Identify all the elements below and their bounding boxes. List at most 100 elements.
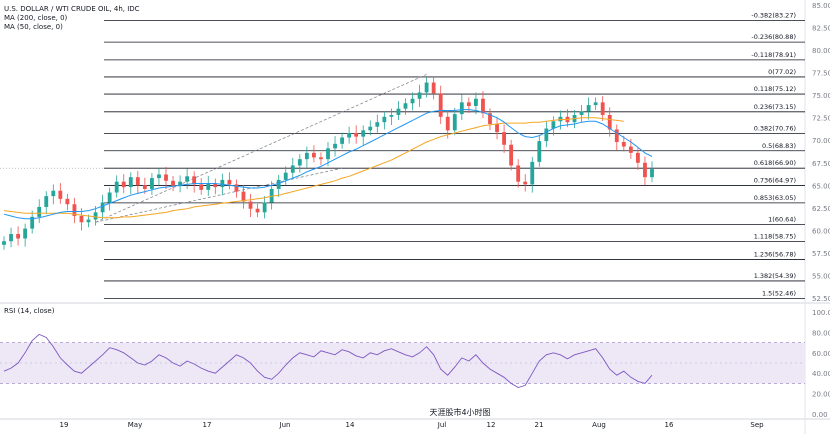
fib-level-label: 0(77.02): [768, 68, 796, 76]
candle-body: [276, 179, 281, 189]
candle-body: [410, 98, 415, 104]
price-tick-label: 70.00: [812, 137, 830, 145]
fib-level-label: -0.118(78.91): [751, 51, 796, 59]
candle-body: [424, 82, 429, 93]
candle-body: [255, 208, 260, 213]
candle-body: [431, 82, 436, 94]
candle-body: [93, 212, 98, 220]
candle-body: [403, 103, 408, 109]
candle-body: [452, 114, 457, 131]
fib-level-label: 0.236(73.15): [754, 103, 796, 111]
fib-level-label: 1.5(52.46): [762, 289, 796, 297]
fib-level-label: 0.853(63.05): [754, 194, 796, 202]
price-tick-label: 65.00: [812, 182, 830, 190]
price-tick-label: 62.50: [812, 205, 830, 213]
candle-body: [248, 201, 253, 209]
rsi-tick-label: 0.00: [812, 411, 828, 419]
candle-body: [311, 152, 316, 158]
candle-body: [185, 176, 190, 182]
time-tick-label: May: [128, 421, 142, 429]
candle-body: [579, 111, 584, 115]
candle-body: [44, 196, 49, 207]
candle-body: [262, 202, 267, 213]
candle-body: [530, 161, 535, 185]
candle-body: [16, 233, 21, 239]
candle-body: [157, 174, 161, 179]
time-tick-label: 12: [487, 421, 496, 429]
time-tick-label: Sep: [750, 421, 764, 429]
time-tick-label: 19: [60, 421, 69, 429]
price-tick-label: 85.00: [812, 2, 830, 10]
candle-body: [192, 176, 197, 185]
candle-body: [614, 129, 619, 143]
candle-body: [9, 233, 13, 242]
candle-body: [326, 148, 330, 160]
rsi-tick-label: 60.00: [812, 350, 830, 358]
chart-watermark: 天涯股市4小时图: [429, 407, 490, 417]
rsi-tick-label: 40.00: [812, 370, 830, 378]
candle-body: [347, 133, 352, 138]
candle-body: [516, 165, 521, 182]
candle-body: [171, 180, 175, 187]
fib-level-label: 0.5(68.83): [762, 142, 796, 150]
fib-level-label: 1.382(54.39): [754, 272, 796, 280]
trend-channel-upper: [95, 74, 427, 223]
chart-legend: U.S. DOLLAR / WTI CRUDE OIL, 4h, IDC MA …: [4, 5, 140, 32]
candle-body: [86, 219, 91, 223]
candle-body: [220, 179, 225, 188]
time-tick-label: Jul: [437, 421, 447, 429]
candle-body: [523, 181, 528, 185]
price-tick-label: 80.00: [812, 47, 830, 55]
candle-body: [142, 185, 147, 189]
price-tick-label: 52.50: [812, 295, 830, 303]
price-tick-label: 57.50: [812, 250, 830, 258]
rsi-legend: RSI (14, close): [4, 307, 54, 316]
candle-body: [135, 177, 140, 186]
fib-level-label: 1.236(56.78): [754, 250, 796, 258]
price-tick-label: 55.00: [812, 272, 830, 280]
candle-body: [459, 102, 464, 115]
candle-body: [382, 116, 387, 123]
candle-body: [628, 146, 633, 153]
candle-body: [593, 102, 598, 106]
candle-body: [283, 172, 288, 180]
price-tick-label: 67.50: [812, 160, 830, 168]
candle-body: [65, 198, 70, 205]
price-tick-label: 82.50: [812, 25, 830, 33]
time-tick-label: Jun: [279, 421, 291, 429]
ma50-line: [3, 109, 653, 220]
rsi-tick-label: 80.00: [812, 329, 830, 337]
candle-body: [495, 124, 499, 133]
symbol-title: U.S. DOLLAR / WTI CRUDE OIL, 4h, IDC: [4, 5, 140, 13]
candle-body: [551, 121, 556, 129]
candle-body: [23, 228, 28, 239]
candle-body: [354, 133, 359, 137]
candle-body: [396, 108, 401, 115]
candle-body: [319, 157, 323, 160]
fib-level-label: 1.118(58.75): [754, 233, 796, 241]
candle-body: [2, 241, 6, 245]
candle-body: [466, 102, 471, 106]
candle-body: [121, 181, 126, 188]
candle-body: [600, 102, 605, 115]
candle-body: [37, 206, 42, 217]
candle-body: [509, 144, 514, 166]
candle-body: [213, 183, 218, 188]
ma200-legend: MA (200, close, 0): [4, 14, 68, 22]
time-tick-label: 21: [535, 421, 544, 429]
price-tick-label: 72.50: [812, 115, 830, 123]
candle-body: [51, 190, 56, 197]
fib-level-label: 0.118(75.12): [754, 85, 796, 93]
price-tick-label: 60.00: [812, 227, 830, 235]
time-tick-label: Aug: [592, 421, 606, 429]
candle-body: [650, 169, 654, 178]
trend-channel-lower: [95, 167, 343, 223]
candle-body: [473, 98, 478, 106]
candle-body: [361, 130, 366, 137]
candle-body: [241, 191, 246, 202]
candle-body: [227, 179, 232, 185]
candle-body: [206, 183, 211, 190]
fib-level-label: 0.382(70.76): [754, 124, 796, 132]
